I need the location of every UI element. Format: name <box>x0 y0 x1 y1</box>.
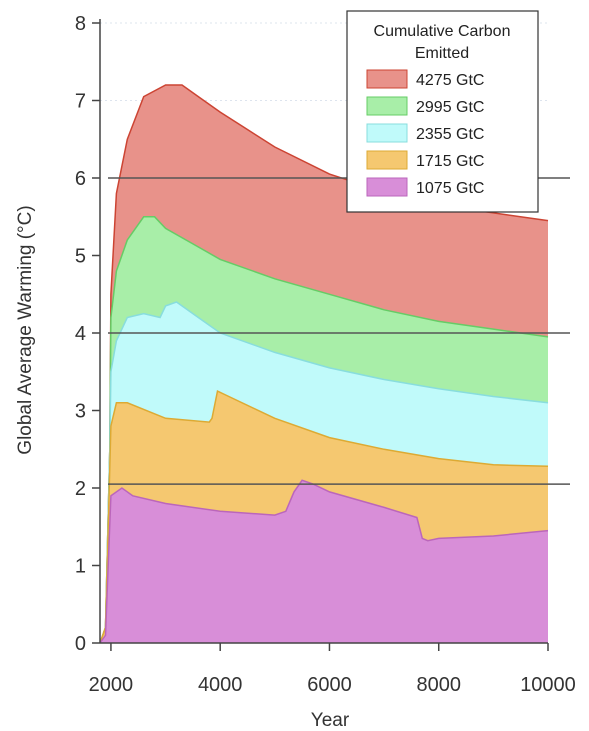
x-axis-title: Year <box>311 710 350 731</box>
axes: 0 1 2 3 4 5 6 7 8 2000 4000 6000 8000 10000 <box>75 13 576 696</box>
x-tick-label: 6000 <box>307 674 352 696</box>
legend-title-line-1: Cumulative Carbon <box>374 23 511 40</box>
x-tick-label: 4000 <box>198 674 243 696</box>
y-axis-title: Global Average Warming (°C) <box>15 205 36 454</box>
legend-label: 2995 GtC <box>416 99 484 116</box>
series-line-2355-gtc <box>99 301 549 644</box>
series-line-1075-gtc <box>99 479 549 644</box>
area-series-1075-gtc <box>100 480 548 643</box>
series-line-1715-gtc <box>99 390 549 644</box>
legend-label: 1075 GtC <box>416 180 484 197</box>
y-tick-label: 6 <box>75 168 86 190</box>
y-tick-label: 0 <box>75 633 86 655</box>
legend-swatch <box>366 150 408 170</box>
stacked-area-series <box>99 84 549 644</box>
series-line-2995-gtc <box>99 216 549 644</box>
legend-label: 4275 GtC <box>416 72 484 89</box>
legend-swatch <box>366 123 408 143</box>
y-tick-label: 5 <box>75 246 86 268</box>
legend-swatch <box>366 69 408 89</box>
legend-label: 2355 GtC <box>416 126 484 143</box>
legend: Cumulative Carbon Emitted 4275 GtC 2995 G… <box>346 10 539 213</box>
x-tick-label: 2000 <box>89 674 134 696</box>
y-tick-label: 8 <box>75 13 86 35</box>
y-tick-label: 2 <box>75 478 86 500</box>
y-tick-label: 4 <box>75 323 86 345</box>
legend-title-line-2: Emitted <box>415 45 469 62</box>
legend-swatch <box>366 96 408 116</box>
y-tick-label: 1 <box>75 556 86 578</box>
legend-label: 1715 GtC <box>416 153 484 170</box>
y-tick-label: 3 <box>75 401 86 423</box>
x-tick-label: 10000 <box>520 674 576 696</box>
y-tick-label: 7 <box>75 91 86 113</box>
x-tick-label: 8000 <box>416 674 461 696</box>
legend-swatch <box>366 177 408 197</box>
